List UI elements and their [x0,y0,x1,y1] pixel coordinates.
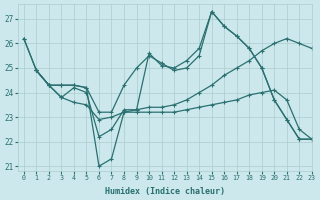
X-axis label: Humidex (Indice chaleur): Humidex (Indice chaleur) [105,187,225,196]
